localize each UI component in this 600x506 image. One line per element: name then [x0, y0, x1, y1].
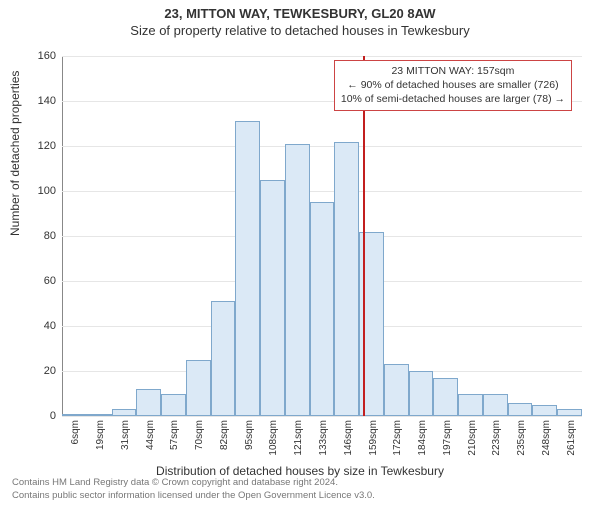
chart-title-main: 23, MITTON WAY, TEWKESBURY, GL20 8AW [0, 6, 600, 21]
x-tick-label: 248sqm [545, 384, 556, 420]
histogram-bar [260, 180, 285, 416]
y-tick-label: 0 [6, 410, 56, 422]
gridline [62, 146, 582, 147]
annotation-box: 23 MITTON WAY: 157sqm← 90% of detached h… [334, 60, 572, 111]
x-axis-label: Distribution of detached houses by size … [0, 464, 600, 478]
y-tick-label: 80 [6, 230, 56, 242]
y-tick-label: 40 [6, 320, 56, 332]
footer-line-2: Contains public sector information licen… [12, 490, 375, 502]
gridline [62, 191, 582, 192]
x-tick-label: 210sqm [471, 384, 482, 420]
x-tick-label: 121sqm [297, 384, 308, 420]
x-tick-label: 44sqm [149, 390, 160, 420]
x-tick-label: 235sqm [520, 384, 531, 420]
annotation-line: 23 MITTON WAY: 157sqm [341, 64, 565, 78]
chart-title-sub: Size of property relative to detached ho… [0, 23, 600, 38]
x-tick-label: 159sqm [372, 384, 383, 420]
annotation-line: ← 90% of detached houses are smaller (72… [341, 78, 565, 92]
x-tick-label: 6sqm [74, 396, 85, 420]
chart-area: 0204060801001201401606sqm19sqm31sqm44sqm… [62, 56, 582, 416]
histogram-bar [334, 142, 359, 417]
y-tick-label: 20 [6, 365, 56, 377]
x-tick-label: 133sqm [322, 384, 333, 420]
x-tick-label: 95sqm [248, 390, 259, 420]
histogram-bar [235, 121, 260, 416]
x-tick-label: 146sqm [347, 384, 358, 420]
gridline [62, 56, 582, 57]
y-tick-label: 100 [6, 185, 56, 197]
x-tick-label: 197sqm [446, 384, 457, 420]
annotation-line: 10% of semi-detached houses are larger (… [341, 92, 565, 106]
y-tick-label: 120 [6, 140, 56, 152]
x-tick-label: 184sqm [421, 384, 432, 420]
x-tick-label: 31sqm [124, 390, 135, 420]
x-tick-label: 172sqm [396, 384, 407, 420]
x-tick-label: 70sqm [198, 390, 209, 420]
x-tick-label: 19sqm [99, 390, 110, 420]
histogram-bar [285, 144, 310, 416]
footer-attribution: Contains HM Land Registry data © Crown c… [12, 477, 375, 502]
plot-area: 0204060801001201401606sqm19sqm31sqm44sqm… [62, 56, 582, 416]
y-tick-label: 160 [6, 50, 56, 62]
x-tick-label: 82sqm [223, 390, 234, 420]
y-tick-label: 60 [6, 275, 56, 287]
x-tick-label: 261sqm [570, 384, 581, 420]
footer-line-1: Contains HM Land Registry data © Crown c… [12, 477, 375, 489]
x-tick-label: 57sqm [173, 390, 184, 420]
x-tick-label: 108sqm [272, 384, 283, 420]
x-tick-label: 223sqm [495, 384, 506, 420]
y-tick-label: 140 [6, 95, 56, 107]
